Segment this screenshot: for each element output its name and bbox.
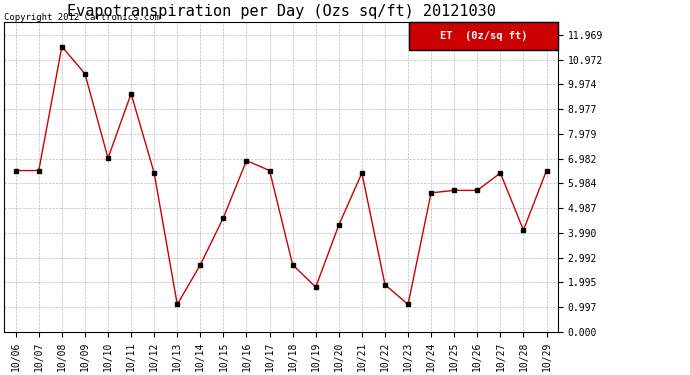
FancyBboxPatch shape [408, 22, 558, 50]
Text: ET  (0z/sq ft): ET (0z/sq ft) [440, 31, 527, 40]
Text: Copyright 2012 Cartronics.com: Copyright 2012 Cartronics.com [4, 13, 160, 22]
Title: Evapotranspiration per Day (Ozs sq/ft) 20121030: Evapotranspiration per Day (Ozs sq/ft) 2… [67, 4, 495, 19]
